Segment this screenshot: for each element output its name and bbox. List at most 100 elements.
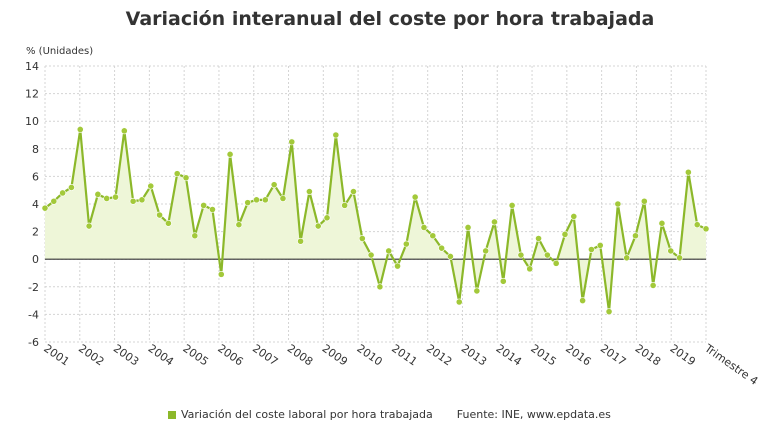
data-point: [649, 282, 657, 289]
x-tick-label: 2001: [41, 342, 71, 369]
data-point: [270, 181, 278, 189]
data-point: [491, 218, 498, 226]
data-point: [526, 265, 534, 273]
y-tick-label: -2: [28, 281, 39, 294]
data-point: [323, 214, 331, 222]
data-point: [455, 298, 463, 306]
data-point: [350, 188, 357, 195]
data-point: [508, 201, 516, 209]
legend: Variación del coste laboral por hora tra…: [168, 408, 611, 421]
data-point: [112, 193, 119, 201]
data-point: [543, 251, 551, 259]
data-point: [253, 196, 260, 204]
data-point: [305, 188, 313, 195]
data-point: [235, 221, 243, 229]
data-point: [120, 127, 128, 135]
data-point: [209, 206, 216, 213]
data-point: [402, 240, 410, 248]
data-point: [41, 204, 49, 212]
data-point: [200, 201, 208, 209]
data-point: [279, 195, 287, 202]
x-tick-label: 2004: [146, 342, 176, 369]
data-point: [552, 259, 560, 267]
data-point: [191, 232, 199, 240]
x-tick-label: 2012: [424, 342, 454, 369]
data-point: [59, 189, 67, 197]
y-tick-label: 0: [32, 253, 39, 266]
x-tick-label: 2009: [320, 342, 350, 369]
data-point: [367, 251, 375, 259]
data-point: [464, 224, 472, 231]
legend-label: Variación del coste laboral por hora tra…: [181, 408, 433, 421]
legend-swatch: [168, 410, 176, 419]
data-point: [50, 197, 58, 205]
data-point: [182, 174, 190, 182]
data-point: [76, 126, 84, 133]
data-point: [429, 232, 437, 240]
data-point: [376, 283, 384, 291]
data-point: [297, 237, 304, 245]
data-point: [588, 246, 595, 253]
x-tick-label: 2018: [633, 342, 663, 369]
data-point: [314, 222, 322, 230]
series-line: [44, 128, 707, 313]
x-tick-label: 2006: [215, 342, 245, 369]
data-point: [129, 197, 137, 205]
data-point: [332, 131, 340, 139]
data-point: [288, 138, 296, 146]
data-point: [570, 213, 578, 220]
data-point: [164, 219, 172, 227]
data-point: [138, 196, 146, 204]
x-tick-label: 2007: [250, 342, 280, 369]
data-point: [676, 254, 683, 262]
data-point: [420, 224, 428, 231]
data-point: [438, 244, 445, 252]
data-point: [561, 230, 569, 238]
data-point: [482, 247, 490, 255]
x-tick-label: 2011: [389, 342, 419, 369]
data-point: [579, 297, 587, 304]
y-tick-label: -6: [28, 336, 39, 349]
y-tick-label: 12: [25, 88, 39, 101]
source-note: Fuente: INE, www.epdata.es: [456, 408, 611, 421]
x-tick-label: 2003: [111, 342, 141, 369]
x-tick-label: 2019: [667, 342, 697, 369]
x-tick-label: 2010: [354, 342, 384, 369]
data-point: [517, 251, 525, 259]
data-point: [94, 190, 102, 198]
x-tick-label: 2013: [459, 342, 489, 369]
data-point: [341, 201, 349, 209]
y-tick-label: 8: [32, 143, 39, 156]
data-point: [632, 232, 639, 240]
data-point: [473, 287, 481, 295]
x-tick-label: 2015: [528, 342, 558, 369]
data-point: [68, 184, 75, 191]
y-axis-label: % (Unidades): [26, 46, 93, 57]
y-tick-label: -4: [28, 308, 39, 321]
plot-area: [41, 126, 710, 316]
y-tick-label: 14: [25, 60, 39, 73]
data-point: [156, 211, 163, 219]
data-point: [684, 168, 692, 176]
area-fill: [45, 129, 706, 312]
data-point: [667, 247, 675, 255]
data-point: [394, 262, 401, 270]
x-tick-label: 2014: [494, 342, 524, 369]
x-tick-label: Trimestre 4: [701, 341, 760, 388]
data-point: [702, 225, 710, 233]
data-point: [640, 197, 648, 205]
data-point: [499, 277, 507, 285]
data-point: [85, 222, 93, 230]
x-tick-label: 2016: [563, 342, 593, 369]
data-point: [605, 308, 613, 316]
chart-title: Variación interanual del coste por hora …: [125, 8, 655, 30]
data-point: [623, 254, 631, 262]
data-point: [147, 182, 155, 190]
x-tick-label: 2008: [285, 342, 315, 369]
data-point: [447, 253, 454, 260]
data-point: [244, 199, 252, 207]
x-tick-label: 2017: [598, 342, 628, 369]
y-tick-label: 6: [32, 170, 39, 183]
data-point: [385, 247, 393, 255]
x-tick-label: 2005: [180, 342, 210, 369]
